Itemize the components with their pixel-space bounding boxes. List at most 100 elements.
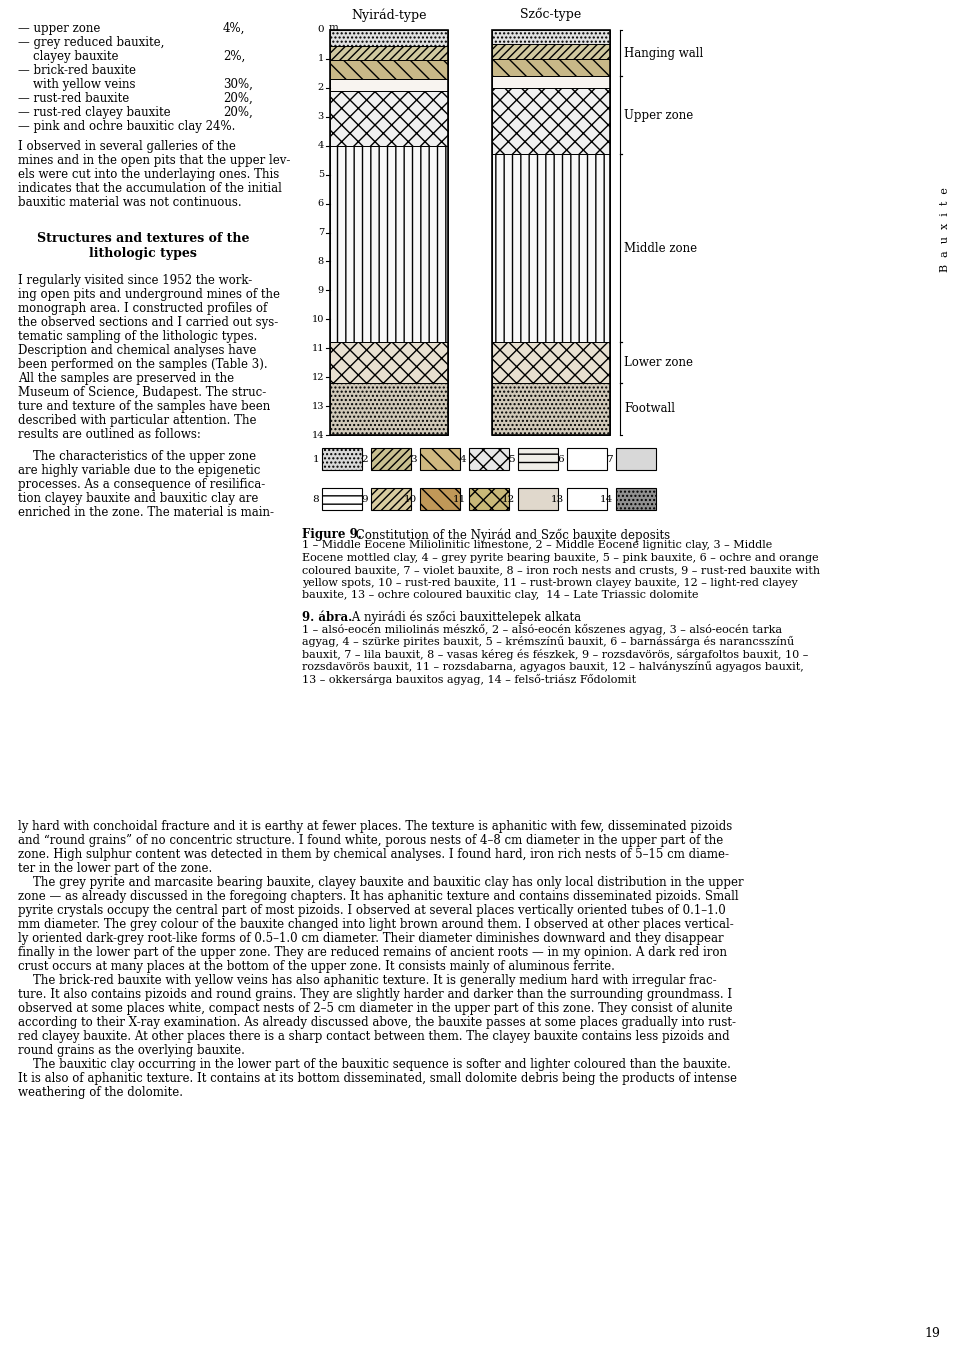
- Text: 13 – okkersárga bauxitos agyag, 14 – felső-triász Fődolomit: 13 – okkersárga bauxitos agyag, 14 – fel…: [302, 674, 636, 684]
- Text: and “round grains” of no concentric structure. I found white, porous nests of 4–: and “round grains” of no concentric stru…: [18, 834, 723, 847]
- Text: — grey reduced bauxite,: — grey reduced bauxite,: [18, 37, 164, 49]
- Text: ture and texture of the samples have been: ture and texture of the samples have bee…: [18, 401, 271, 413]
- Text: 12: 12: [311, 372, 324, 382]
- Text: Hanging wall: Hanging wall: [624, 46, 704, 60]
- Text: yellow spots, 10 – rust-red bauxite, 11 – rust-brown clayey bauxite, 12 – light-: yellow spots, 10 – rust-red bauxite, 11 …: [302, 579, 798, 588]
- Bar: [420, 488, 460, 511]
- Text: 7: 7: [318, 228, 324, 238]
- Text: results are outlined as follows:: results are outlined as follows:: [18, 428, 201, 441]
- Text: Museum of Science, Budapest. The struc-: Museum of Science, Budapest. The struc-: [18, 386, 266, 399]
- Text: — pink and ochre bauxitic clay 24%.: — pink and ochre bauxitic clay 24%.: [18, 120, 235, 133]
- Text: round grains as the overlying bauxite.: round grains as the overlying bauxite.: [18, 1044, 245, 1057]
- Text: lithologic types: lithologic types: [89, 247, 197, 259]
- Text: The characteristics of the upper zone: The characteristics of the upper zone: [18, 449, 256, 463]
- Bar: [330, 91, 448, 145]
- Bar: [371, 488, 411, 511]
- Text: I observed in several galleries of the: I observed in several galleries of the: [18, 140, 236, 153]
- Text: els were cut into the underlaying ones. This: els were cut into the underlaying ones. …: [18, 168, 279, 181]
- Text: 2: 2: [318, 83, 324, 92]
- Bar: [492, 342, 610, 383]
- Text: the observed sections and I carried out sys-: the observed sections and I carried out …: [18, 316, 278, 329]
- Bar: [492, 76, 610, 88]
- Text: 8: 8: [312, 494, 319, 504]
- Text: Footwall: Footwall: [624, 402, 675, 416]
- Text: weathering of the dolomite.: weathering of the dolomite.: [18, 1086, 183, 1099]
- Text: bauxite, 13 – ochre coloured bauxitic clay,  14 – Late Triassic dolomite: bauxite, 13 – ochre coloured bauxitic cl…: [302, 591, 699, 600]
- Bar: [492, 30, 610, 435]
- Bar: [492, 58, 610, 76]
- Text: m: m: [329, 23, 339, 33]
- Text: — rust-red bauxite: — rust-red bauxite: [18, 92, 130, 105]
- Text: Middle zone: Middle zone: [624, 242, 697, 255]
- Text: enriched in the zone. The material is main-: enriched in the zone. The material is ma…: [18, 507, 274, 519]
- Text: Upper zone: Upper zone: [624, 109, 693, 122]
- Text: 13: 13: [551, 494, 564, 504]
- Text: 14: 14: [600, 494, 613, 504]
- Text: 1: 1: [312, 455, 319, 463]
- Text: Szőc-type: Szőc-type: [520, 8, 582, 22]
- Text: I regularly visited since 1952 the work-: I regularly visited since 1952 the work-: [18, 274, 252, 287]
- Text: Nyirád-type: Nyirád-type: [351, 8, 427, 22]
- Text: red clayey bauxite. At other places there is a sharp contact between them. The c: red clayey bauxite. At other places ther…: [18, 1029, 730, 1043]
- Text: It is also of aphanitic texture. It contains at its bottom disseminated, small d: It is also of aphanitic texture. It cont…: [18, 1071, 737, 1085]
- Bar: [567, 448, 607, 470]
- Bar: [492, 30, 610, 45]
- Text: Lower zone: Lower zone: [624, 356, 693, 369]
- Text: zone. High sulphur content was detected in them by chemical analyses. I found ha: zone. High sulphur content was detected …: [18, 847, 729, 861]
- Text: bauxit, 7 – lila bauxit, 8 – vasas kéreg és fészkek, 9 – rozsdavörös, sárgafolto: bauxit, 7 – lila bauxit, 8 – vasas kéreg…: [302, 649, 808, 660]
- Text: 1 – alsó-eocén miliolinás mészkő, 2 – alsó-eocén kőszenes agyag, 3 – alsó-eocén : 1 – alsó-eocén miliolinás mészkő, 2 – al…: [302, 623, 782, 634]
- Text: ly oriented dark-grey root-like forms of 0.5–1.0 cm diameter. Their diameter dim: ly oriented dark-grey root-like forms of…: [18, 932, 724, 945]
- Text: mines and in the open pits that the upper lev-: mines and in the open pits that the uppe…: [18, 153, 290, 167]
- Text: The grey pyrite and marcasite bearing bauxite, clayey bauxite and bauxitic clay : The grey pyrite and marcasite bearing ba…: [18, 876, 744, 889]
- Text: 2%,: 2%,: [223, 50, 245, 62]
- Text: 2: 2: [361, 455, 368, 463]
- Text: 11: 11: [311, 344, 324, 353]
- Text: 20%,: 20%,: [223, 106, 252, 120]
- Text: — rust-red clayey bauxite: — rust-red clayey bauxite: [18, 106, 171, 120]
- Bar: [518, 448, 558, 470]
- Bar: [330, 145, 448, 342]
- Text: 10: 10: [404, 494, 417, 504]
- Text: observed at some places white, compact nests of 2–5 cm diameter in the upper par: observed at some places white, compact n…: [18, 1002, 732, 1014]
- Text: 10: 10: [312, 315, 324, 323]
- Text: 4: 4: [318, 141, 324, 151]
- Text: 13: 13: [311, 402, 324, 410]
- Text: The brick-red bauxite with yellow veins has also aphanitic texture. It is genera: The brick-red bauxite with yellow veins …: [18, 974, 716, 987]
- Text: bauxitic material was not continuous.: bauxitic material was not continuous.: [18, 196, 242, 209]
- Bar: [330, 60, 448, 79]
- Text: crust occurs at many places at the bottom of the upper zone. It consists mainly : crust occurs at many places at the botto…: [18, 960, 614, 972]
- Bar: [330, 383, 448, 435]
- Text: Description and chemical analyses have: Description and chemical analyses have: [18, 344, 256, 357]
- Text: 1 – Middle Eocene Miliolinitic limestone, 2 – Middle Eocene lignitic clay, 3 – M: 1 – Middle Eocene Miliolinitic limestone…: [302, 540, 772, 550]
- Text: with yellow veins: with yellow veins: [18, 77, 135, 91]
- Text: B  a  u  x  i  t  e: B a u x i t e: [940, 187, 950, 272]
- Text: ter in the lower part of the zone.: ter in the lower part of the zone.: [18, 862, 212, 875]
- Text: 5: 5: [509, 455, 515, 463]
- Text: 11: 11: [453, 494, 466, 504]
- Bar: [330, 79, 448, 91]
- Bar: [567, 488, 607, 511]
- Text: 9: 9: [361, 494, 368, 504]
- Text: — brick-red bauxite: — brick-red bauxite: [18, 64, 136, 77]
- Text: Figure 9.: Figure 9.: [302, 528, 362, 540]
- Text: been performed on the samples (Table 3).: been performed on the samples (Table 3).: [18, 359, 268, 371]
- Text: agyag, 4 – szürke pirites bauxit, 5 – krémszínű bauxit, 6 – barnássárga és naran: agyag, 4 – szürke pirites bauxit, 5 – kr…: [302, 636, 794, 646]
- Text: indicates that the accumulation of the initial: indicates that the accumulation of the i…: [18, 182, 282, 196]
- Text: Eocene mottled clay, 4 – grey pyrite bearing bauxite, 5 – pink bauxite, 6 – ochr: Eocene mottled clay, 4 – grey pyrite bea…: [302, 553, 819, 564]
- Text: — upper zone: — upper zone: [18, 22, 101, 35]
- Text: 4: 4: [460, 455, 466, 463]
- Text: 12: 12: [502, 494, 515, 504]
- Text: zone — as already discussed in the foregoing chapters. It has aphanitic texture : zone — as already discussed in the foreg…: [18, 889, 738, 903]
- Bar: [322, 488, 362, 511]
- Text: pyrite crystals occupy the central part of most pizoids. I observed at several p: pyrite crystals occupy the central part …: [18, 904, 726, 917]
- Bar: [492, 45, 610, 58]
- Bar: [616, 448, 656, 470]
- Text: ture. It also contains pizoids and round grains. They are slightly harder and da: ture. It also contains pizoids and round…: [18, 989, 732, 1001]
- Text: 3: 3: [410, 455, 417, 463]
- Text: tematic sampling of the lithologic types.: tematic sampling of the lithologic types…: [18, 330, 257, 344]
- Text: Structures and textures of the: Structures and textures of the: [36, 232, 250, 244]
- Bar: [420, 448, 460, 470]
- Text: are highly variable due to the epigenetic: are highly variable due to the epigeneti…: [18, 464, 260, 477]
- Bar: [330, 30, 448, 435]
- Text: 0: 0: [318, 26, 324, 34]
